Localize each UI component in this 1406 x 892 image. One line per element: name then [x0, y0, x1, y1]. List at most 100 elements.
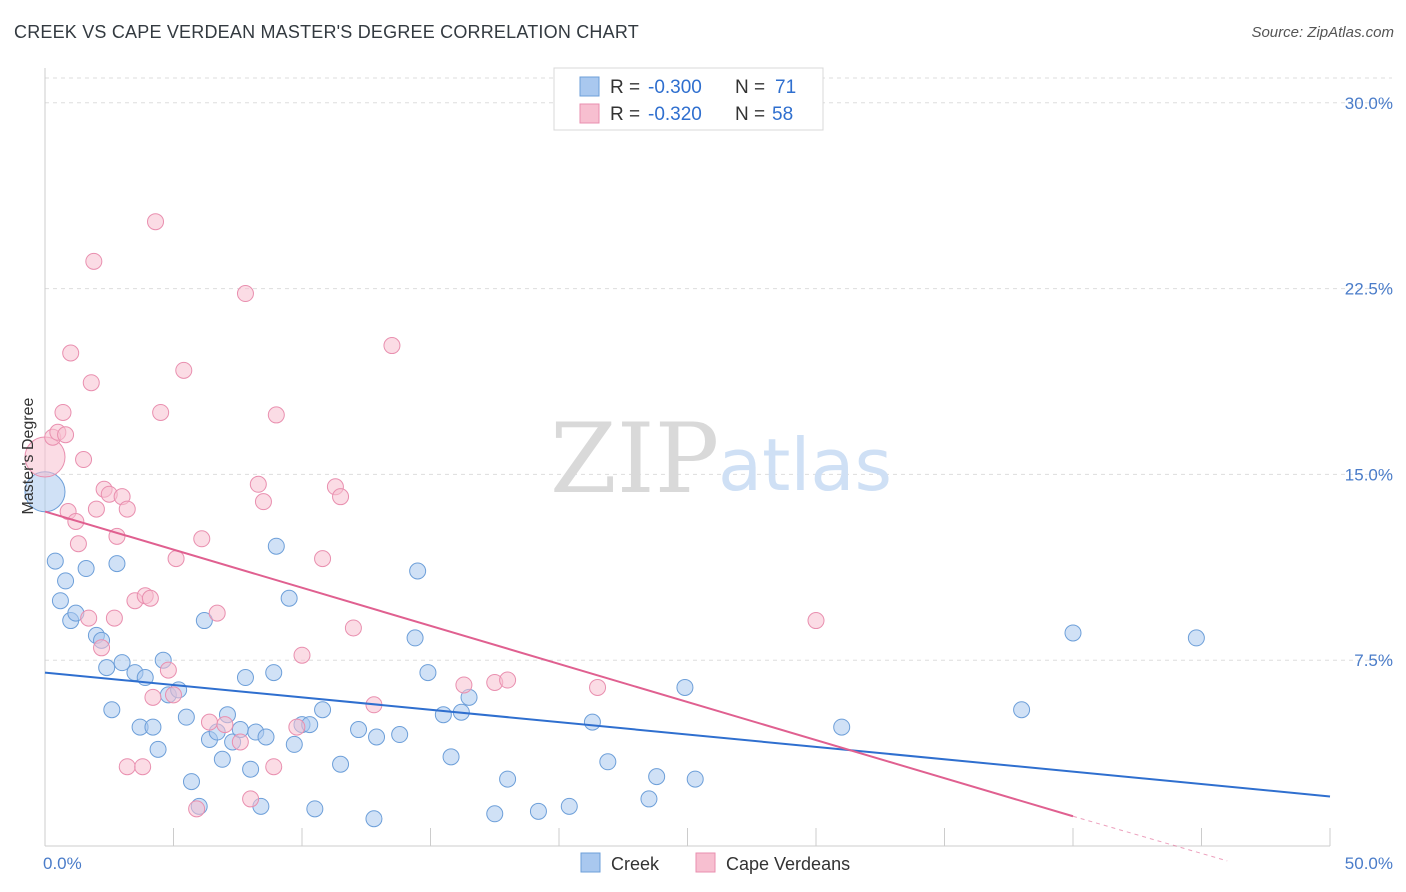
- cape-verdean-points: [24, 213, 825, 818]
- creek-point: [499, 770, 517, 788]
- cape-verdean-point: [87, 500, 105, 518]
- cape-verdean-point: [208, 604, 226, 622]
- creek-point: [108, 555, 126, 573]
- creek-point: [177, 708, 195, 726]
- cape-verdean-point: [165, 686, 182, 704]
- creek-point: [350, 721, 368, 739]
- watermark: ZIP atlas: [550, 403, 892, 515]
- creek-point: [833, 718, 851, 736]
- creek-point: [306, 800, 324, 818]
- cape-verdean-point: [118, 500, 136, 518]
- creek-point: [365, 810, 383, 828]
- creek-point: [409, 562, 427, 580]
- cape-verdean-point: [105, 609, 123, 627]
- series-legend-label-creek: Creek: [611, 854, 660, 874]
- creek-point: [213, 750, 231, 768]
- creek-point: [391, 726, 409, 744]
- creek-point: [51, 592, 69, 610]
- series-legend-label-cape-verdeans: Cape Verdeans: [726, 854, 850, 874]
- x-tick-label-min: 0.0%: [43, 854, 82, 873]
- cape-verdean-point: [152, 403, 170, 421]
- cape-verdean-point: [200, 713, 218, 731]
- cape-verdean-point: [54, 403, 72, 421]
- chart-title: CREEK VS CAPE VERDEAN MASTER'S DEGREE CO…: [14, 22, 639, 42]
- correlation-legend: R = -0.300 N = 71 R = -0.320 N = 58: [553, 67, 824, 131]
- legend-swatch-cape-verdeans: [579, 103, 600, 124]
- creek-point: [1187, 629, 1205, 647]
- creek-point: [285, 735, 303, 753]
- series-legend-swatch-cape-verdeans: [695, 852, 716, 873]
- y-tick-label: 22.5%: [1345, 280, 1393, 299]
- creek-point: [648, 768, 666, 786]
- creek-point: [419, 664, 437, 682]
- cape-verdean-point: [159, 661, 177, 679]
- creek-trend-line: [44, 671, 1331, 798]
- creek-point: [314, 701, 332, 719]
- creek-points: [24, 471, 1205, 828]
- creek-point: [149, 740, 167, 758]
- cape-verdean-point: [265, 758, 283, 776]
- y-tick-label: 30.0%: [1345, 94, 1393, 113]
- creek-point: [46, 552, 64, 570]
- cape-verdean-point: [242, 790, 260, 808]
- creek-point: [486, 805, 504, 823]
- y-tick-label: 15.0%: [1345, 465, 1393, 484]
- grid-lines: [45, 77, 1392, 661]
- series-legend-swatch-creek: [580, 852, 601, 873]
- creek-point: [368, 728, 386, 746]
- cape-verdean-point: [455, 676, 473, 694]
- cape-verdean-point: [344, 619, 362, 637]
- cape-verdean-point: [75, 451, 93, 469]
- creek-point: [113, 654, 131, 672]
- cape-verdean-trend-line: [44, 510, 1074, 818]
- legend-n-value-cape-verdeans: 58: [772, 104, 793, 125]
- creek-point: [57, 572, 75, 590]
- cape-verdean-point: [807, 612, 825, 630]
- cape-verdean-point: [236, 285, 254, 303]
- cape-verdean-point: [80, 609, 98, 627]
- cape-verdean-point: [141, 589, 159, 607]
- y-axis-label: Master's Degree: [20, 397, 37, 514]
- watermark-atlas: atlas: [718, 423, 892, 507]
- cape-verdean-point: [254, 493, 272, 511]
- cape-verdean-point: [93, 639, 111, 657]
- creek-point: [676, 678, 694, 696]
- cape-verdean-point: [314, 550, 332, 568]
- cape-verdean-trend-extension: [1072, 815, 1228, 862]
- x-tick-label-max: 50.0%: [1345, 854, 1393, 873]
- creek-point: [103, 701, 121, 719]
- creek-point: [640, 790, 658, 808]
- cape-verdean-point: [383, 337, 401, 355]
- cape-verdean-point: [188, 800, 206, 818]
- cape-verdean-point: [62, 344, 80, 362]
- creek-point: [267, 537, 285, 555]
- creek-point: [182, 773, 200, 791]
- cape-verdean-point: [193, 530, 211, 548]
- creek-point: [583, 713, 601, 731]
- x-tick-labels: 0.0% 50.0%: [43, 854, 1393, 873]
- series-legend: Creek Cape Verdeans: [580, 852, 850, 874]
- creek-point: [434, 706, 452, 724]
- watermark-zip: ZIP: [550, 403, 719, 515]
- cape-verdean-point: [144, 688, 162, 706]
- cape-verdean-point: [134, 758, 152, 776]
- trend-lines: [44, 510, 1331, 862]
- cape-verdean-point: [216, 716, 234, 734]
- legend-r-value-creek: -0.300: [648, 77, 702, 98]
- cape-verdean-point: [69, 535, 87, 553]
- cape-verdean-point: [175, 361, 193, 379]
- cape-verdean-point: [288, 718, 306, 736]
- legend-r-value-cape-verdeans: -0.320: [648, 104, 702, 125]
- creek-point: [529, 802, 547, 820]
- cape-verdean-point: [249, 475, 267, 493]
- creek-point: [560, 797, 578, 815]
- creek-point: [686, 770, 704, 788]
- cape-verdean-point: [147, 213, 165, 231]
- creek-point: [332, 755, 350, 773]
- creek-point: [265, 664, 283, 682]
- source-label: Source: ZipAtlas.com: [1251, 24, 1394, 41]
- cape-verdean-point: [118, 758, 136, 776]
- legend-n-label-cape-verdeans: N =: [735, 104, 765, 125]
- creek-point: [195, 612, 213, 630]
